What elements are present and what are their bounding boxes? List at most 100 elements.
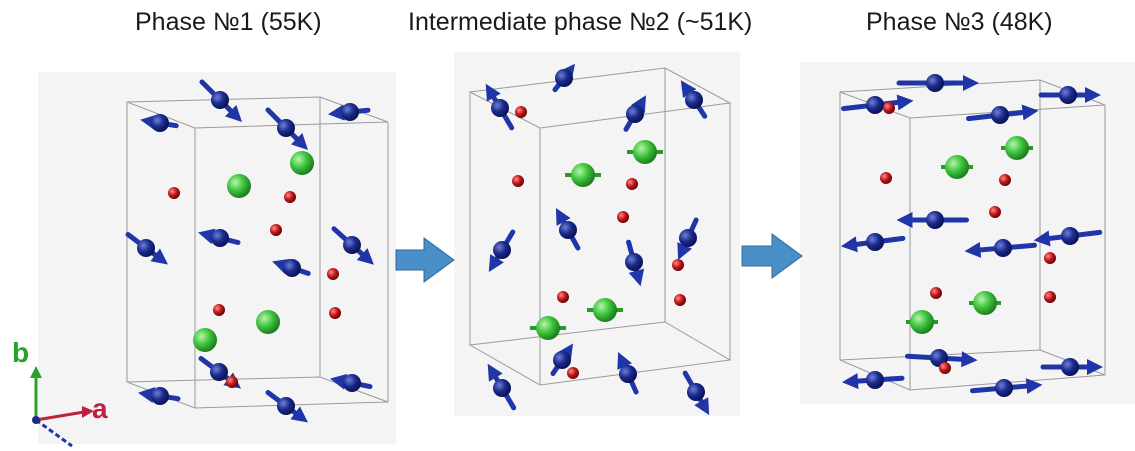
axis-a-label: a [92, 393, 108, 424]
spin-moment [488, 229, 516, 272]
spin-atom [211, 91, 229, 109]
unit-cell-phase-1 [126, 96, 389, 409]
spin-atom [995, 379, 1013, 397]
green-atoms-phase-3 [906, 136, 1033, 334]
spin-atom [991, 106, 1009, 124]
spin-atom [1059, 86, 1077, 104]
spin-moment [842, 371, 905, 390]
spin-moment [677, 217, 699, 260]
red-atom [213, 304, 225, 316]
spin-moment [550, 343, 573, 376]
red-atom [1044, 291, 1056, 303]
unit-cell-phase-2 [468, 67, 732, 386]
spin-atom [341, 103, 359, 121]
green-atom [227, 174, 251, 198]
spin-moment [617, 352, 639, 395]
green-atom [941, 155, 973, 179]
axis-triad [30, 366, 94, 448]
spin-moment [331, 226, 374, 265]
spin-moment [125, 232, 168, 265]
spin-atom [555, 69, 573, 87]
axis-b-label: b [12, 337, 29, 368]
spin-moment [487, 363, 517, 411]
spin-moment [552, 63, 575, 93]
spin-atom [626, 105, 644, 123]
spin-atom [679, 229, 697, 247]
panel-title-phase-2: Intermediate phase №2 (~51K) [408, 8, 753, 36]
red-atom [327, 268, 339, 280]
spin-moment [841, 94, 914, 114]
spin-moment [555, 208, 581, 251]
spin-atom [1061, 358, 1079, 376]
spin-moment [964, 239, 1037, 258]
spin-atom [866, 233, 884, 251]
spin-moment [623, 95, 646, 132]
spin-atom [687, 383, 705, 401]
red-atom [880, 172, 892, 184]
green-atom [565, 163, 601, 187]
red-atom [883, 102, 895, 114]
transition-arrow-icon [741, 233, 803, 279]
red-atom [617, 211, 629, 223]
red-atom [168, 187, 180, 199]
spin-moment [140, 114, 179, 132]
spin-moment [680, 80, 708, 119]
red-atoms-phase-1 [168, 187, 341, 388]
green-atom [530, 316, 566, 340]
transition-arrow-icon [395, 237, 455, 283]
red-atom [999, 174, 1011, 186]
spin-atom [866, 96, 884, 114]
red-atom [1044, 252, 1056, 264]
spin-atom [559, 221, 577, 239]
spin-atom [151, 387, 169, 405]
spin-atom [553, 351, 571, 369]
red-atom [329, 307, 341, 319]
spin-moment [970, 378, 1043, 397]
spin-moments-phase-1 [125, 79, 374, 423]
spin-atom [491, 99, 509, 117]
green-atom [1001, 136, 1033, 160]
spin-moment [840, 233, 906, 253]
spin-atom [211, 229, 229, 247]
green-atom [627, 140, 663, 164]
spin-moment [199, 79, 242, 122]
spin-moment [265, 107, 308, 150]
spin-moment [966, 104, 1039, 124]
spin-moment [485, 83, 515, 131]
red-atom [939, 362, 951, 374]
red-atom [512, 175, 524, 187]
spin-moments-phase-3 [840, 74, 1103, 397]
spin-atom [343, 374, 361, 392]
spin-atom [866, 371, 884, 389]
red-atom [567, 367, 579, 379]
spin-moment [330, 373, 373, 392]
red-atom [989, 206, 1001, 218]
red-atom [930, 287, 942, 299]
spin-atom [493, 241, 511, 259]
spin-atom [1061, 227, 1079, 245]
green-atom [969, 291, 1001, 315]
red-atom [672, 259, 684, 271]
spin-moment [896, 74, 979, 92]
spin-atom [283, 259, 301, 277]
spin-atom [994, 239, 1012, 257]
red-atoms-phase-2 [512, 106, 686, 379]
spin-moment [682, 370, 710, 416]
spin-atom [926, 211, 944, 229]
spin-moment [1038, 86, 1101, 104]
red-atoms-phase-3 [880, 102, 1056, 374]
spin-moment [272, 258, 311, 277]
spin-moment [265, 390, 308, 423]
spin-atom [625, 253, 643, 271]
green-atoms-phase-1 [193, 151, 314, 352]
spin-moment [138, 387, 181, 405]
panel-title-phase-3: Phase №3 (48K) [866, 8, 1053, 36]
spin-moment [328, 103, 371, 121]
green-atom [906, 310, 938, 334]
red-atom [284, 191, 296, 203]
red-atom [674, 294, 686, 306]
red-atom [557, 291, 569, 303]
spin-atom [493, 379, 511, 397]
green-atom [193, 328, 217, 352]
